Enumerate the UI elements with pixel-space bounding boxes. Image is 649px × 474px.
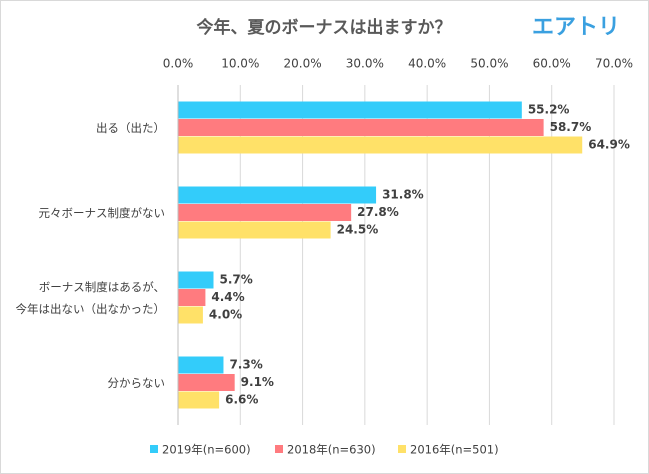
x-tick-label: 0.0% [163, 57, 194, 71]
value-label: 31.8% [382, 188, 424, 202]
value-label: 58.7% [550, 120, 592, 134]
legend-swatch [275, 445, 283, 453]
chart-title: 今年、夏のボーナスは出ますか？ [197, 17, 452, 38]
legend-label: 2019年(n=600) [162, 443, 251, 457]
bar [178, 306, 203, 324]
brand-logo: エアトリ [532, 15, 620, 40]
legend-swatch [150, 445, 158, 453]
x-tick-label: 60.0% [533, 57, 571, 71]
bar [178, 136, 583, 154]
x-tick-label: 70.0% [595, 57, 633, 71]
bar [178, 374, 235, 391]
bar [178, 356, 224, 374]
x-tick-label: 40.0% [408, 57, 446, 71]
y-tick-label: 元々ボーナス制度がない [38, 205, 166, 220]
value-label: 6.6% [225, 393, 258, 407]
bar [178, 271, 214, 289]
value-label: 27.8% [357, 205, 399, 219]
bar [178, 391, 220, 409]
value-label: 24.5% [337, 223, 379, 237]
value-label: 55.2% [528, 103, 570, 117]
value-label: 4.4% [211, 290, 244, 304]
bar [178, 204, 352, 221]
bar [178, 186, 377, 204]
value-label: 5.7% [220, 273, 253, 287]
y-tick-label: 分からない [107, 375, 166, 390]
x-tick-label: 50.0% [470, 57, 508, 71]
bar [178, 289, 206, 306]
value-label: 9.1% [241, 375, 274, 389]
bar [178, 221, 331, 239]
y-tick-label: ボーナス制度はあるが、 今年は出ない（出なかった） [15, 279, 166, 316]
legend-label: 2018年(n=630) [287, 443, 376, 457]
x-tick-label: 30.0% [346, 57, 384, 71]
legend-swatch [398, 445, 406, 453]
value-label: 64.9% [588, 138, 630, 152]
x-tick-label: 10.0% [221, 57, 259, 71]
value-label: 7.3% [229, 358, 262, 372]
y-tick-label: 出る（出た） [96, 120, 165, 135]
bar [178, 101, 522, 119]
legend-label: 2016年(n=501) [410, 443, 499, 457]
bar [178, 119, 544, 136]
value-label: 4.0% [209, 308, 242, 322]
x-tick-label: 20.0% [284, 57, 322, 71]
